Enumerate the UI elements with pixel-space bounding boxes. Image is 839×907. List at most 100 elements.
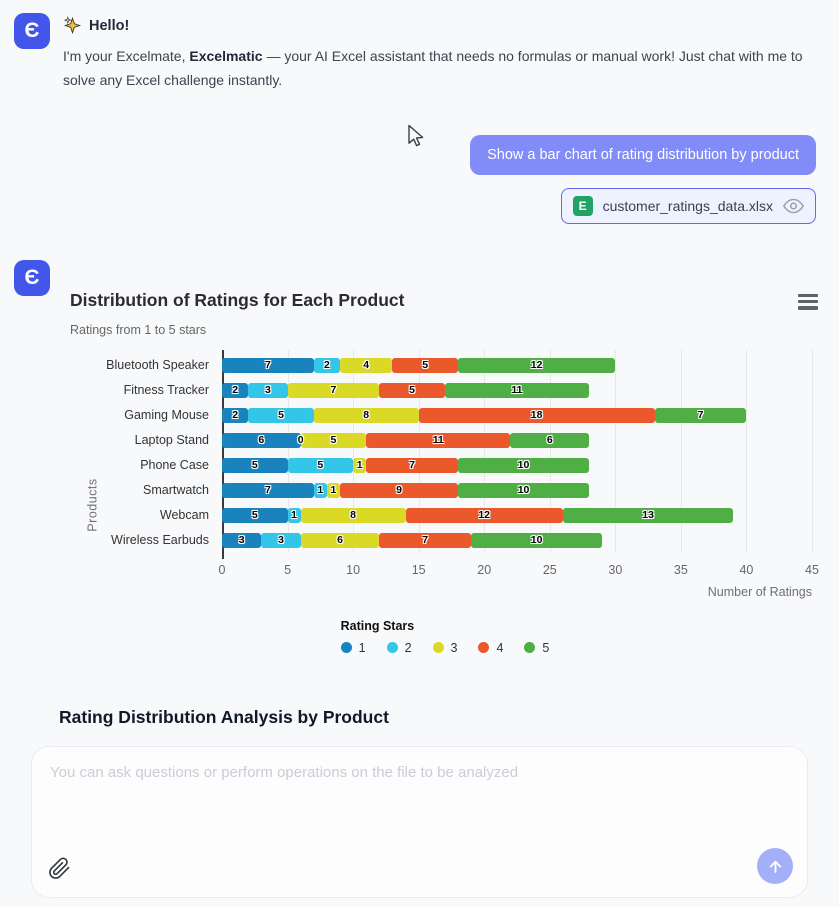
bar-segment[interactable]: 9 [339, 482, 458, 498]
bar-track: 3 3 6 7 10 [222, 532, 812, 548]
legend-item[interactable]: 4 [478, 641, 503, 655]
x-tick-label: 40 [739, 562, 754, 577]
bar-segment[interactable]: 7 [366, 457, 458, 473]
legend-title: Rating Stars [340, 618, 415, 633]
bar-segment[interactable]: 5 [300, 432, 367, 448]
bar-segment[interactable]: 5 [222, 457, 288, 473]
bar-value-label: 8 [363, 409, 370, 422]
chart-row: Phone Case 5 5 1 7 10 [70, 453, 820, 478]
legend-item[interactable]: 3 [432, 641, 457, 655]
bar-segment[interactable]: 1 [313, 482, 327, 498]
legend-marker [432, 642, 444, 654]
bar-value-label: 10 [530, 534, 543, 547]
bar-segment[interactable]: 1 [353, 457, 367, 473]
bar-value-label: 3 [238, 534, 245, 547]
bar-value-label: 7 [409, 459, 415, 472]
bar-value-label: 1 [356, 459, 363, 472]
send-button[interactable] [757, 848, 793, 884]
chat-input[interactable] [32, 747, 807, 843]
bar-segment[interactable]: 5 [287, 457, 354, 473]
bar-segment[interactable]: 8 [313, 407, 419, 423]
bar-segment[interactable]: 10 [471, 532, 603, 548]
bar-segment[interactable]: 7 [654, 407, 747, 423]
x-tick-label: 20 [477, 562, 492, 577]
bar-value-label: 7 [422, 534, 429, 547]
bar-track: 5 5 1 7 10 [222, 457, 812, 473]
bar-value-label: 2 [323, 359, 330, 372]
analysis-heading: Rating Distribution Analysis by Product [59, 707, 389, 728]
bar-value-label: 9 [396, 484, 402, 497]
bar-segment[interactable]: 3 [248, 382, 288, 398]
attach-file-button[interactable] [48, 857, 71, 883]
bar-value-label: 5 [317, 459, 324, 472]
legend-marker [340, 642, 352, 654]
greeting-body-prefix: I'm your Excelmate, [63, 48, 190, 64]
bar-segment[interactable]: 1 [326, 482, 340, 498]
legend-item[interactable]: 5 [524, 641, 549, 655]
legend-label: 5 [542, 640, 550, 655]
attachment-chip[interactable]: E customer_ratings_data.xlsx [560, 188, 816, 224]
bar-segment[interactable]: 6 [510, 432, 590, 448]
bar-segment[interactable]: 12 [405, 507, 563, 523]
bar-segment[interactable]: 5 [379, 382, 445, 398]
bar-segment[interactable]: 4 [339, 357, 393, 373]
bar-value-label: 7 [264, 359, 271, 372]
bar-segment[interactable]: 7 [222, 482, 314, 498]
bar-value-label: 11 [511, 384, 523, 397]
greeting-title: Hello! [63, 16, 819, 35]
bar-segment[interactable]: 10 [457, 457, 590, 473]
greeting-body-brand: Excelmatic [189, 48, 263, 64]
chart-row: Gaming Mouse 2 5 8 18 7 [70, 403, 820, 428]
assistant-avatar: Є [14, 260, 50, 296]
bar-segment[interactable]: 5 [222, 507, 288, 523]
bar-segment[interactable]: 6 [300, 532, 380, 548]
chart-row: Webcam 5 1 8 12 13 [70, 503, 820, 528]
bar-segment[interactable]: 2 [313, 357, 340, 373]
legend-marker [386, 642, 398, 654]
bar-segment[interactable]: 5 [248, 407, 314, 423]
bar-segment[interactable]: 11 [444, 382, 590, 398]
legend-item[interactable]: 2 [386, 641, 412, 655]
chart-menu-button[interactable] [796, 290, 820, 314]
bar-segment[interactable]: 11 [366, 432, 511, 448]
chart-legend: Rating Stars 1 2 3 4 5 [70, 619, 820, 659]
bar-segment[interactable]: 10 [457, 482, 590, 498]
attachment-filename: customer_ratings_data.xlsx [602, 198, 773, 214]
bar-segment[interactable]: 2 [222, 382, 249, 398]
bar-segment[interactable]: 1 [287, 507, 301, 523]
bar-segment[interactable]: 7 [222, 357, 314, 373]
bar-segment[interactable]: 13 [562, 507, 734, 523]
bar-value-label: 5 [330, 434, 337, 447]
bar-segment[interactable]: 6 [222, 432, 301, 448]
bar-value-label: 2 [232, 384, 239, 397]
sparkle-icon [63, 16, 82, 35]
chart-row: Fitness Tracker 2 3 7 5 11 [70, 378, 820, 403]
bar-segment[interactable]: 18 [418, 407, 655, 423]
bar-segment[interactable]: 5 [392, 357, 458, 373]
legend-item[interactable]: 1 [340, 641, 366, 655]
bar-value-label: 4 [363, 359, 370, 372]
chart-row: Wireless Earbuds 3 3 6 7 10 [70, 528, 820, 553]
arrow-up-icon [769, 860, 781, 873]
bar-segment[interactable]: 12 [457, 357, 616, 373]
greeting-body-suffix: — your AI Excel assistant that needs no … [63, 48, 803, 88]
bar-segment[interactable]: 7 [379, 532, 472, 548]
bar-value-label: 6 [337, 534, 343, 547]
user-message-bubble: Show a bar chart of rating distribution … [470, 135, 816, 175]
bar-value-label: 6 [258, 434, 265, 447]
message-composer [31, 746, 808, 898]
burger-bar [798, 294, 818, 298]
x-tick-label: 30 [608, 562, 623, 577]
bar-track: 7 2 4 5 12 [222, 357, 812, 373]
bar-value-label: 13 [642, 509, 654, 522]
bar-segment[interactable]: 3 [261, 532, 301, 548]
bar-segment[interactable]: 8 [300, 507, 406, 523]
bar-segment[interactable]: 2 [222, 407, 249, 423]
chart-rows: Bluetooth Speaker 7 2 4 5 12 Fitness Tracker 2 3… [70, 349, 820, 559]
bar-segment[interactable]: 7 [287, 382, 380, 398]
bar-value-label: 3 [264, 384, 271, 397]
eye-icon[interactable] [783, 198, 804, 214]
logo-letter: Є [24, 19, 40, 42]
paperclip-icon [49, 857, 70, 879]
bar-segment[interactable]: 3 [222, 532, 262, 548]
